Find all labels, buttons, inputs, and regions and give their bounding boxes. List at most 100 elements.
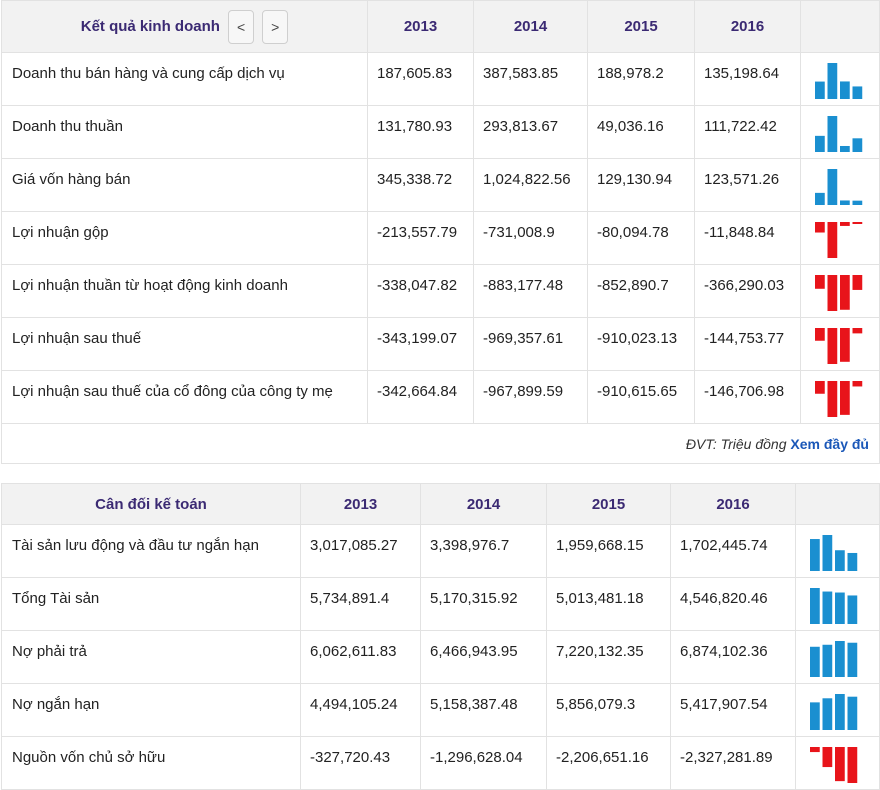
sparkline-bar xyxy=(827,169,838,205)
sparkline-bar xyxy=(815,381,825,394)
row-label: Giá vốn hàng bán xyxy=(1,158,368,212)
sparkline-bar xyxy=(810,539,820,571)
row-label: Doanh thu bán hàng và cung cấp dịch vụ xyxy=(1,52,368,106)
value-cell: 5,158,387.48 xyxy=(420,683,547,737)
sparkline-header xyxy=(800,0,880,53)
income-footer: ĐVT: Triệu đồng Xem đầy đủ xyxy=(1,423,880,464)
sparkline-bar xyxy=(827,63,838,99)
value-cell: 6,466,943.95 xyxy=(420,630,547,684)
sparkline-bar xyxy=(835,641,845,677)
sparkline-chart xyxy=(815,63,863,99)
value-cell: 1,024,822.56 xyxy=(473,158,588,212)
year-header: 2014 xyxy=(473,0,588,53)
value-cell: 3,017,085.27 xyxy=(300,524,421,578)
value-cell: 188,978.2 xyxy=(587,52,695,106)
income-header-title-cell: Kết quả kinh doanh < > xyxy=(1,0,368,53)
sparkline-cell xyxy=(800,211,880,265)
row-label: Lợi nhuận sau thuế xyxy=(1,317,368,371)
sparkline-bar xyxy=(852,86,863,99)
value-cell: -80,094.78 xyxy=(587,211,695,265)
income-footer-row: ĐVT: Triệu đồng Xem đầy đủ xyxy=(1,423,880,464)
value-cell: -910,023.13 xyxy=(587,317,695,371)
sparkline-bar xyxy=(810,646,820,677)
sparkline-chart xyxy=(810,641,858,677)
sparkline-bar xyxy=(815,81,825,99)
row-label: Nguồn vốn chủ sở hữu xyxy=(1,736,301,790)
row-label: Tài sản lưu động và đầu tư ngắn hạn xyxy=(1,524,301,578)
table-row: Giá vốn hàng bán 345,338.72 1,024,822.56 12… xyxy=(1,158,880,212)
sparkline-chart xyxy=(810,694,858,730)
year-header: 2015 xyxy=(587,0,695,53)
value-cell: -327,720.43 xyxy=(300,736,421,790)
row-label: Nợ phải trả xyxy=(1,630,301,684)
value-cell: -883,177.48 xyxy=(473,264,588,318)
value-cell: 129,130.94 xyxy=(587,158,695,212)
sparkline-bar xyxy=(810,702,820,730)
sparkline-bar xyxy=(835,694,845,730)
year-header: 2016 xyxy=(694,0,801,53)
value-cell: -342,664.84 xyxy=(367,370,474,424)
sparkline-chart xyxy=(815,328,863,364)
next-year-button[interactable]: > xyxy=(262,9,289,44)
value-cell: -967,899.59 xyxy=(473,370,588,424)
sparkline-bar xyxy=(810,588,820,624)
sparkline-cell xyxy=(800,264,880,318)
sparkline-cell xyxy=(800,158,880,212)
sparkline-bar xyxy=(822,698,833,730)
value-cell: 1,702,445.74 xyxy=(670,524,796,578)
sparkline-bar xyxy=(822,591,833,624)
sparkline-bar xyxy=(852,275,863,290)
table-row: Nợ phải trả 6,062,611.83 6,466,943.95 7,220… xyxy=(1,630,880,684)
value-cell: -11,848.84 xyxy=(694,211,801,265)
sparkline-bar xyxy=(840,381,850,415)
sparkline-bar xyxy=(835,747,845,782)
sparkline-bar xyxy=(835,550,845,571)
balance-title: Cân đối kế toán xyxy=(1,483,301,525)
view-full-link[interactable]: Xem đầy đủ xyxy=(790,435,869,452)
sparkline-bar xyxy=(847,595,858,624)
sparkline-bar xyxy=(810,747,820,753)
sparkline-chart xyxy=(815,275,863,311)
sparkline-bar xyxy=(815,275,825,289)
value-cell: -213,557.79 xyxy=(367,211,474,265)
value-cell: 187,605.83 xyxy=(367,52,474,106)
sparkline-cell xyxy=(795,736,880,790)
sparkline-bar xyxy=(827,328,838,364)
balance-header-row: Cân đối kế toán 2013 2014 2015 2016 xyxy=(1,483,880,525)
sparkline-chart xyxy=(815,222,863,258)
table-row: Doanh thu bán hàng và cung cấp dịch vụ 18… xyxy=(1,52,880,106)
value-cell: 6,062,611.83 xyxy=(300,630,421,684)
sparkline-cell xyxy=(795,683,880,737)
table-row: Lợi nhuận sau thuế của cổ đông của công … xyxy=(1,370,880,424)
unit-label: ĐVT: Triệu đồng xyxy=(685,435,787,452)
sparkline-bar xyxy=(815,192,825,205)
sparkline-bar xyxy=(815,328,825,341)
value-cell: 111,722.42 xyxy=(694,105,801,159)
value-cell: 4,494,105.24 xyxy=(300,683,421,737)
value-cell: -2,206,651.16 xyxy=(546,736,671,790)
value-cell: 6,874,102.36 xyxy=(670,630,796,684)
row-label: Tổng Tài sản xyxy=(1,577,301,631)
value-cell: 293,813.67 xyxy=(473,105,588,159)
prev-year-button[interactable]: < xyxy=(228,9,255,44)
sparkline-bar xyxy=(840,200,850,205)
sparkline-cell xyxy=(795,630,880,684)
sparkline-chart xyxy=(815,116,863,152)
table-row: Nguồn vốn chủ sở hữu -327,720.43 -1,296,62… xyxy=(1,736,880,790)
year-header: 2015 xyxy=(546,483,671,525)
sparkline-bar xyxy=(827,116,838,152)
value-cell: 5,734,891.4 xyxy=(300,577,421,631)
sparkline-cell xyxy=(800,52,880,106)
value-cell: -338,047.82 xyxy=(367,264,474,318)
year-header: 2013 xyxy=(300,483,421,525)
income-title: Kết quả kinh doanh xyxy=(80,18,220,35)
sparkline-bar xyxy=(840,328,850,362)
value-cell: -343,199.07 xyxy=(367,317,474,371)
sparkline-chart xyxy=(810,747,858,783)
sparkline-bar xyxy=(827,275,838,311)
sparkline-bar xyxy=(815,135,825,152)
income-header-row: Kết quả kinh doanh < > 2013 2014 2015 20… xyxy=(1,0,880,53)
value-cell: 5,856,079.3 xyxy=(546,683,671,737)
value-cell: -910,615.65 xyxy=(587,370,695,424)
value-cell: 1,959,668.15 xyxy=(546,524,671,578)
